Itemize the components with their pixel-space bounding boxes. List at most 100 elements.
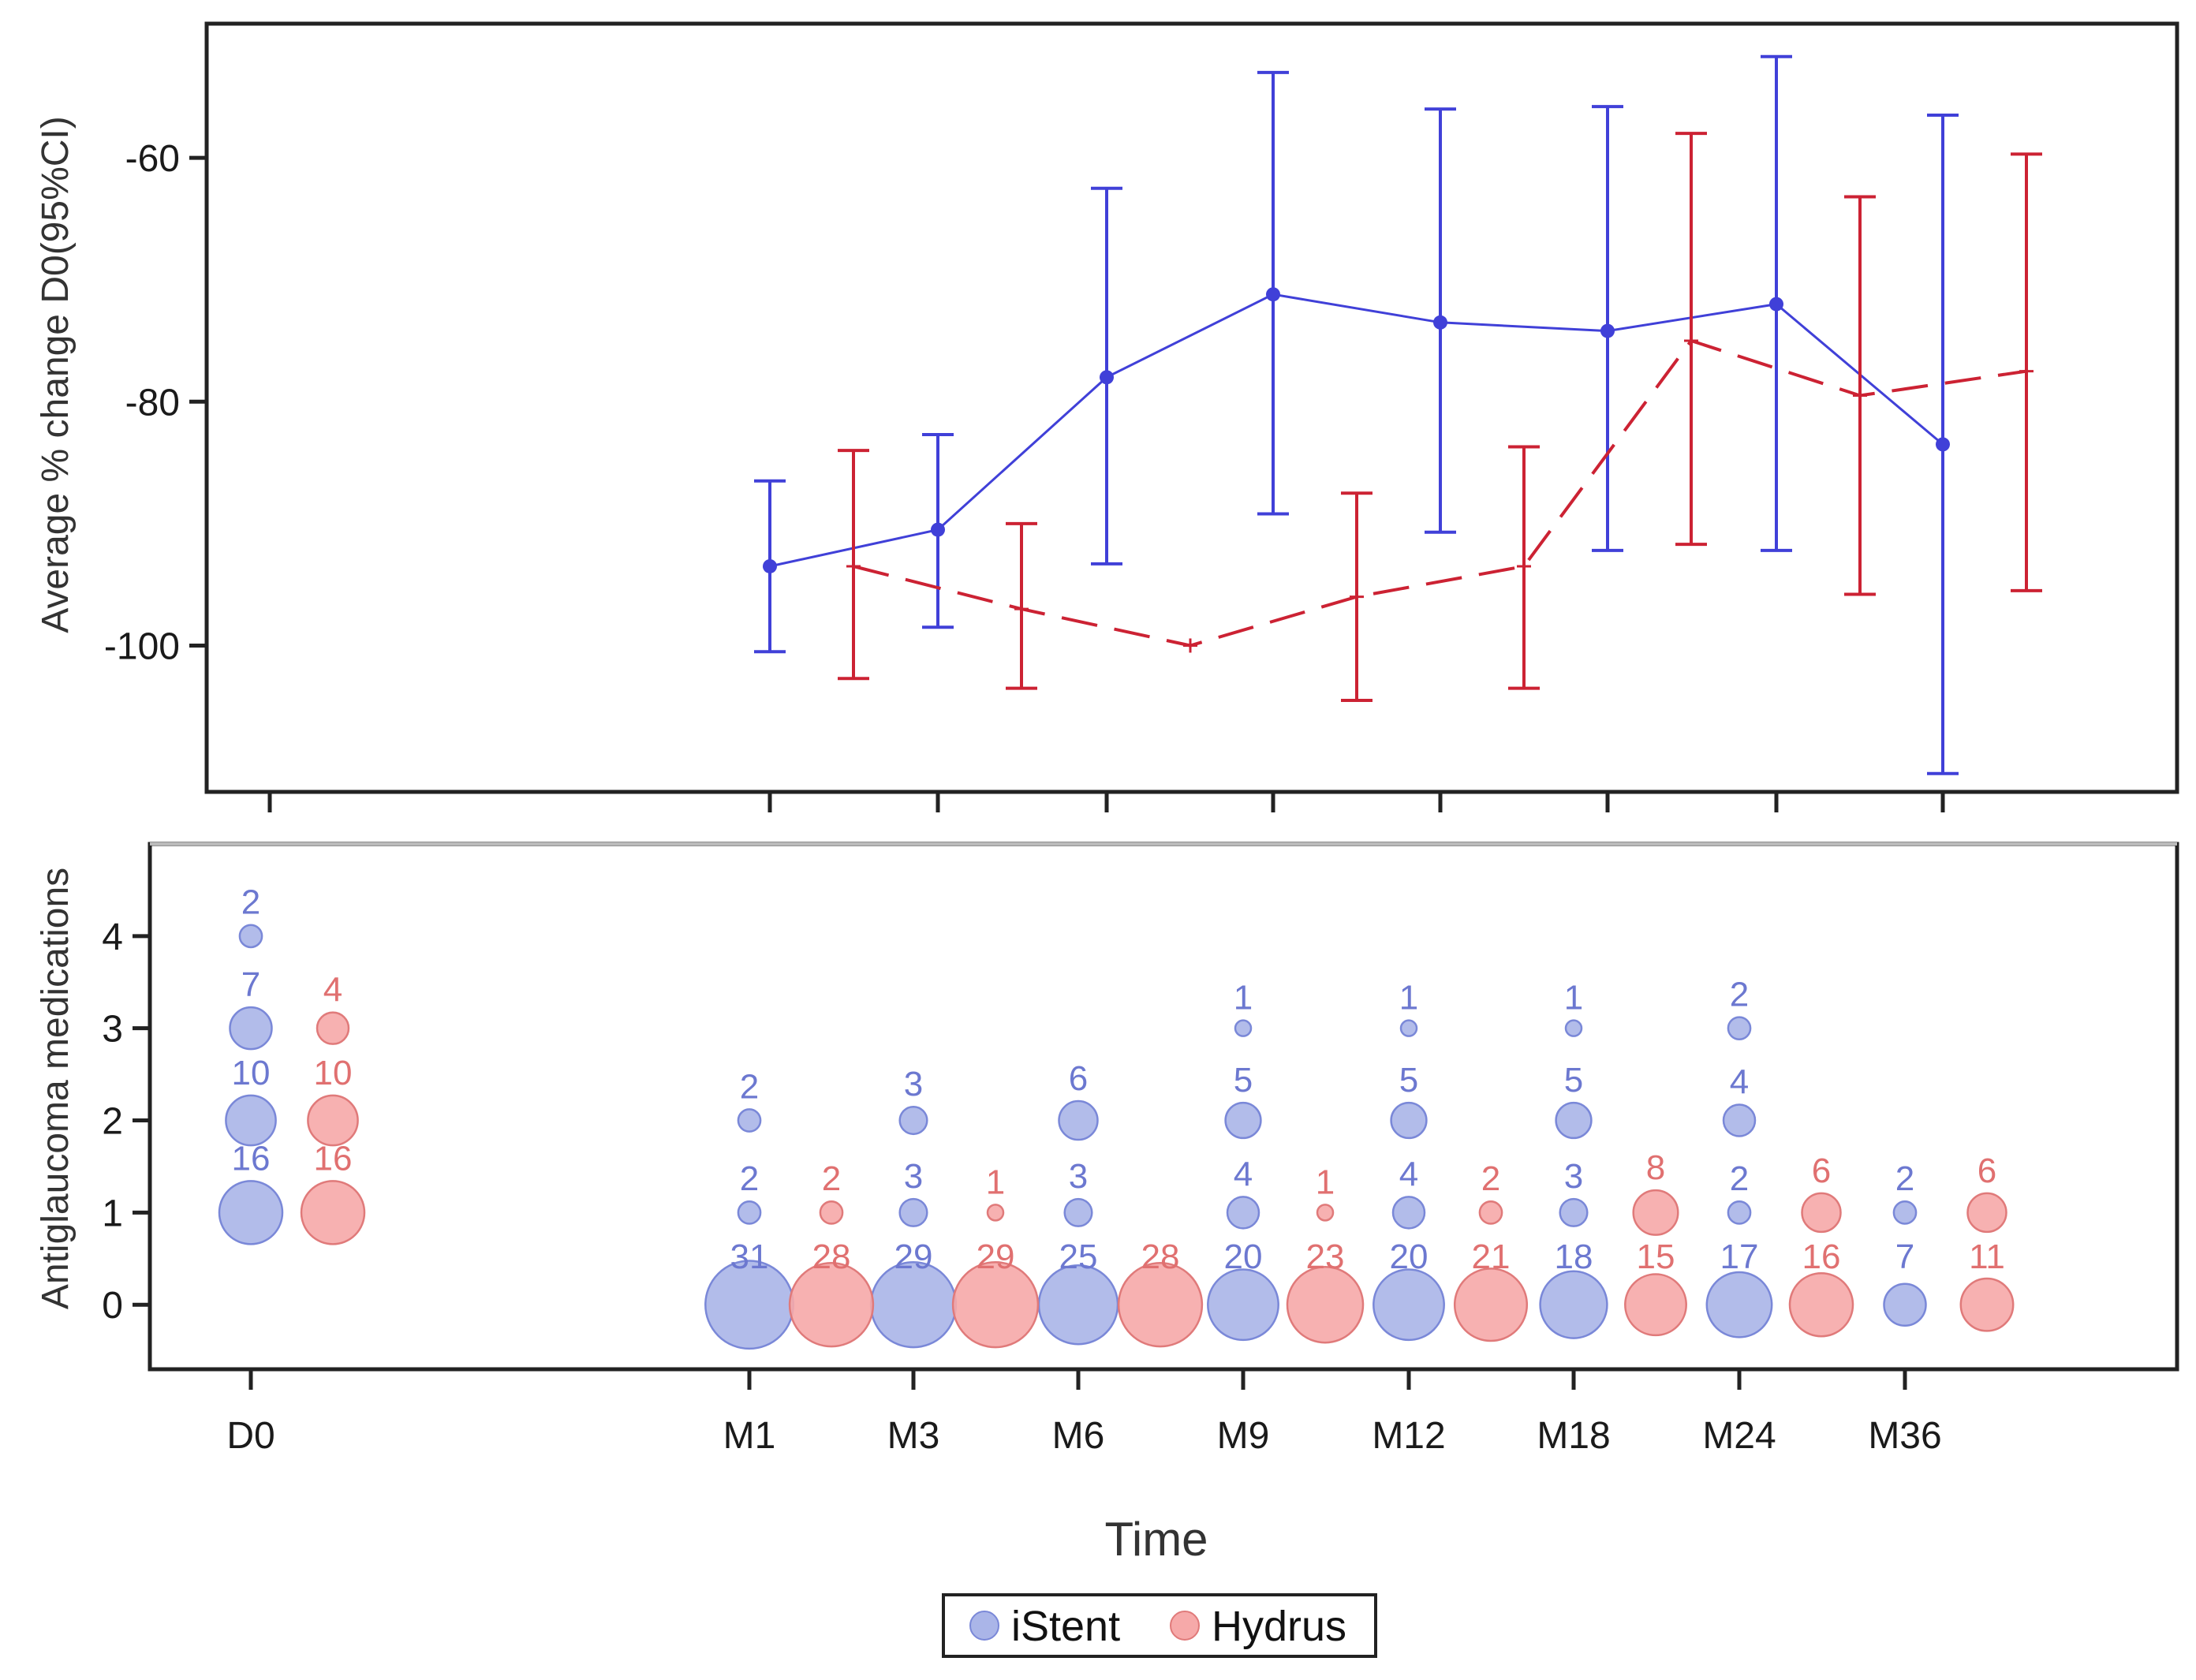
bubble-istent (1063, 1197, 1093, 1227)
bubble-istent (238, 924, 263, 949)
bubble-istent (1372, 1268, 1445, 1342)
top-y-axis: -60 -80 -100 (104, 138, 207, 667)
bubble-count-label-istent: 20 (1390, 1238, 1429, 1276)
bubble-istent (1226, 1196, 1260, 1230)
bubble-count-label-istent: 3 (904, 1157, 923, 1196)
bubble-count-label-istent: 2 (740, 1159, 759, 1198)
mean-point-istent (931, 522, 945, 537)
bubble-count-label-istent: 29 (894, 1238, 933, 1276)
top-y-axis-label: Average % change D0(95%CI) (35, 116, 77, 633)
bubble-count-label-hydrus: 15 (1637, 1238, 1675, 1276)
bubble-hydrus (1453, 1267, 1529, 1342)
bubble-hydrus (300, 1180, 366, 1245)
bubble-count-label-hydrus: 29 (977, 1238, 1015, 1276)
bubble-hydrus (986, 1204, 1005, 1222)
bottom-x-tick-label: M18 (1537, 1415, 1610, 1457)
bubble-count-label-hydrus: 11 (1969, 1238, 2005, 1276)
mean-point-istent (1600, 323, 1615, 338)
top-y-tick-label: -60 (125, 138, 180, 180)
bubble-hydrus (788, 1262, 875, 1348)
top-y-tick-label: -100 (104, 625, 180, 667)
bubble-istent (1555, 1101, 1593, 1140)
bubble-istent (218, 1180, 284, 1245)
bubble-istent (1722, 1103, 1757, 1137)
bubble-hydrus (1316, 1204, 1335, 1222)
bottom-y-tick-label: 3 (102, 1009, 123, 1051)
bubble-count-label-istent: 4 (1730, 1063, 1749, 1102)
bubble-count-label-hydrus: 28 (1141, 1238, 1180, 1276)
bubble-istent (1883, 1282, 1927, 1327)
series-line-hydrus (853, 338, 2027, 648)
bubble-count-label-istent: 7 (241, 965, 260, 1004)
bubble-count-label-hydrus: 28 (812, 1238, 851, 1276)
mean-point-istent (1433, 315, 1447, 330)
bubble-istent (1058, 1099, 1099, 1141)
bottom-x-tick-label: M36 (1868, 1415, 1941, 1457)
bottom-x-tick-label: M6 (1052, 1415, 1105, 1457)
bubble-count-label-istent: 1 (1234, 979, 1253, 1017)
bubble-count-label-hydrus: 4 (323, 971, 342, 1010)
bottom-x-tick-label: D0 (226, 1415, 274, 1457)
top-series-group (754, 54, 2042, 775)
legend-hydrus-marker (1170, 1611, 1200, 1641)
bubble-istent (1559, 1197, 1589, 1227)
bubble-istent (1727, 1200, 1752, 1225)
bubble-count-label-istent: 2 (1730, 1159, 1749, 1198)
bubble-count-label-hydrus: 16 (1802, 1238, 1841, 1276)
bubble-istent (1705, 1271, 1773, 1338)
bubble-istent (1539, 1270, 1608, 1339)
legend-hydrus-label: Hydrus (1212, 1603, 1346, 1650)
legend-istent-marker (969, 1611, 999, 1641)
bubble-istent (229, 1006, 273, 1051)
bubble-count-label-hydrus: 1 (986, 1163, 1005, 1201)
bubble-istent (1390, 1101, 1428, 1140)
bubble-istent (1224, 1101, 1262, 1140)
bubble-count-label-istent: 25 (1059, 1238, 1098, 1276)
bubble-istent (1391, 1196, 1426, 1230)
bubble-count-label-istent: 1 (1564, 979, 1583, 1017)
bubble-istent (1037, 1264, 1119, 1346)
bottom-y-tick-label: 1 (102, 1193, 123, 1234)
bottom-x-tick-label: M12 (1372, 1415, 1445, 1457)
bubble-hydrus (1966, 1192, 2007, 1234)
bottom-y-axis: 0 1 2 3 4 (102, 917, 150, 1327)
bubble-count-label-hydrus: 2 (822, 1159, 841, 1198)
bubble-count-label-istent: 3 (1069, 1157, 1088, 1196)
bubble-count-label-istent: 10 (232, 1054, 271, 1092)
bubble-hydrus (1286, 1265, 1365, 1344)
bubble-hydrus (316, 1011, 350, 1045)
top-y-tick-label: -80 (125, 382, 180, 424)
bubble-count-label-istent: 17 (1720, 1238, 1759, 1276)
bubble-hydrus (1801, 1192, 1842, 1234)
bottom-x-tick-label: M24 (1702, 1415, 1776, 1457)
bubble-count-label-hydrus: 8 (1646, 1148, 1665, 1187)
bubble-count-label-hydrus: 6 (1812, 1152, 1831, 1190)
bubble-count-label-istent: 5 (1564, 1061, 1583, 1099)
x-axis-label: Time (1104, 1513, 1208, 1566)
bottom-y-tick-label: 2 (102, 1101, 123, 1143)
bottom-y-tick-label: 0 (102, 1285, 123, 1327)
bubble-count-label-hydrus: 23 (1306, 1238, 1345, 1276)
bottom-bubbles-group: 1610723122293325362045120451183511724272… (218, 883, 2015, 1350)
bubble-istent (1892, 1200, 1918, 1225)
bubble-istent (898, 1105, 928, 1136)
bubble-count-label-istent: 18 (1555, 1238, 1593, 1276)
bubble-istent (737, 1200, 762, 1225)
bubble-count-label-istent: 31 (730, 1238, 769, 1276)
top-panel-percent-change: -60 -80 -100 Average % change D0(95%CI) (35, 21, 2179, 812)
bubble-count-label-hydrus: 10 (314, 1054, 353, 1092)
bubble-count-label-istent: 5 (1399, 1061, 1418, 1099)
bubble-count-label-istent: 2 (241, 883, 260, 922)
bubble-istent (1207, 1268, 1279, 1342)
legend-frame (942, 1593, 1377, 1658)
bubble-count-label-istent: 6 (1069, 1059, 1088, 1098)
bubble-hydrus (1624, 1273, 1687, 1337)
bubble-count-label-istent: 2 (1895, 1159, 1914, 1198)
legend: iStent Hydrus (942, 1593, 1377, 1658)
bubble-count-label-istent: 3 (1564, 1157, 1583, 1196)
bubble-count-label-hydrus: 2 (1481, 1159, 1500, 1198)
top-x-axis-ticks (267, 792, 1945, 812)
legend-istent-label: iStent (1011, 1603, 1120, 1650)
